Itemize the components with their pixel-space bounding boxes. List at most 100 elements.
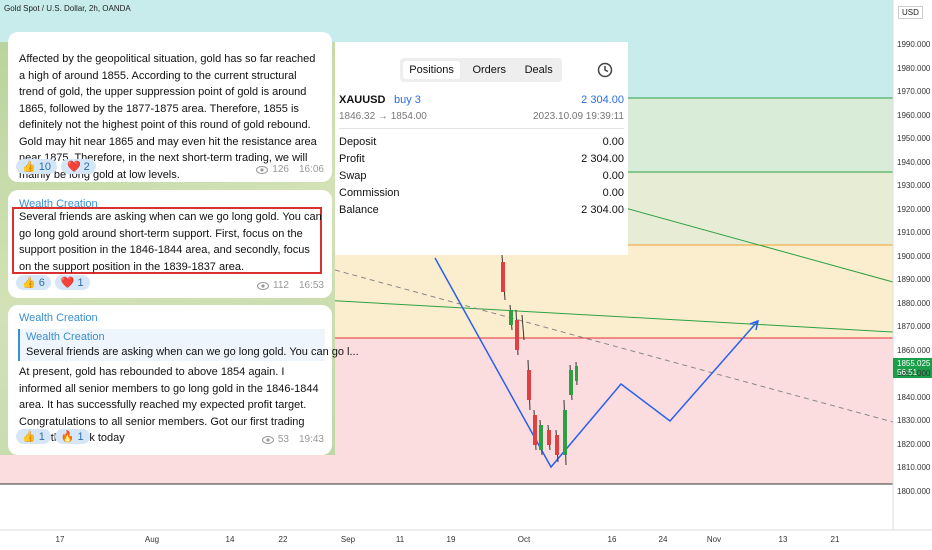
countdown: 56:51 <box>897 368 918 377</box>
row-label: Deposit <box>339 136 377 148</box>
trade-pnl: 2 304.00 <box>581 94 624 106</box>
reaction-emoji: ❤️ <box>66 161 81 173</box>
tab[interactable]: Positions <box>403 61 460 79</box>
trade-side: buy 3 <box>394 94 421 106</box>
reaction[interactable]: ❤️ 2 <box>60 159 96 174</box>
price-label: 1830.000 <box>897 416 931 425</box>
time: 16:53 <box>298 280 324 291</box>
reaction[interactable]: 🔥 1 <box>54 429 90 444</box>
account-row: Profit 2 304.00 <box>339 153 624 165</box>
row-label: Commission <box>339 187 400 199</box>
time-label: 16 <box>607 535 617 544</box>
reaction[interactable]: 👍 10 <box>16 159 57 174</box>
reaction-count: 10 <box>38 161 51 173</box>
views-icon <box>256 165 269 174</box>
reactions: 👍 10 ❤️ 2 <box>16 159 96 174</box>
time-label: 19 <box>446 535 456 544</box>
price-label: 1980.000 <box>897 63 931 73</box>
reaction-count: 1 <box>77 277 84 289</box>
price-label: 1810.000 <box>897 463 931 472</box>
trade-time: 2023.10.09 19:39:11 <box>532 111 624 122</box>
trade-panel: Positions Orders Deals <box>335 42 628 255</box>
symbol-title: Gold Spot / U.S. Dollar, 2h, OANDA <box>4 4 131 13</box>
price-label: 1920.000 <box>897 204 931 214</box>
message-meta: 126 16:06 <box>256 164 324 175</box>
chat-panel: Affected by the geopolitical situation, … <box>0 32 359 455</box>
time-label: 17 <box>55 535 65 544</box>
time-label: 11 <box>395 535 405 544</box>
price-label: 1990.000 <box>897 40 931 49</box>
price-label: 1950.000 <box>897 134 931 143</box>
separator <box>339 128 624 129</box>
time: 19:43 <box>298 434 324 445</box>
row-value: 0.00 <box>602 187 624 199</box>
account-row: Swap 0.00 <box>339 170 624 182</box>
views: 126 <box>272 164 289 175</box>
reaction[interactable]: ❤️ 1 <box>54 275 90 290</box>
price-label: 1940.000 <box>897 157 931 167</box>
time-label: Sep <box>340 535 356 544</box>
time-label: 14 <box>225 535 235 544</box>
price-label: 1820.000 <box>897 439 931 449</box>
row-label: Balance <box>339 204 379 216</box>
views: 53 <box>277 434 289 445</box>
account-row: Balance 2 304.00 <box>339 204 624 216</box>
time: 16:06 <box>298 164 324 175</box>
row-value: 0.00 <box>602 170 624 182</box>
current-price: 1855.025 <box>897 359 931 368</box>
message: Wealth Creation Wealth Creation Several … <box>8 305 359 455</box>
account-row: Deposit 0.00 <box>339 136 624 148</box>
time-label: 22 <box>278 535 288 544</box>
time-label: 24 <box>658 535 668 544</box>
time-label: 21 <box>830 535 840 544</box>
reaction[interactable]: 👍 1 <box>16 429 51 444</box>
reaction-emoji: 👍 <box>22 431 36 443</box>
price-label: 1970.000 <box>897 87 931 96</box>
trade-symbol: XAUUSD <box>339 94 386 106</box>
account-row: Commission 0.00 <box>339 187 624 199</box>
reaction-emoji: 👍 <box>22 161 36 173</box>
price-label: 1890.000 <box>897 275 931 284</box>
message-meta: 53 19:43 <box>261 434 324 445</box>
price-label: 1870.000 <box>897 322 931 331</box>
reaction-count: 6 <box>38 277 45 289</box>
reaction-count: 2 <box>83 161 90 173</box>
reactions: 👍 6 ❤️ 1 <box>16 275 90 290</box>
message: Affected by the geopolitical situation, … <box>8 32 332 182</box>
price-label: 1800.000 <box>897 486 931 496</box>
trade-prices: 1846.32 → 1854.00 <box>339 111 427 122</box>
row-value: 2 304.00 <box>581 204 624 216</box>
price-label: 1900.000 <box>897 251 931 261</box>
views-icon <box>257 281 270 290</box>
row-label: Swap <box>339 170 367 182</box>
price-label: 1910.000 <box>897 228 931 237</box>
reaction-count: 1 <box>38 431 45 443</box>
reply-quote[interactable]: Wealth Creation Several friends are aski… <box>18 329 359 361</box>
row-value: 2 304.00 <box>581 153 624 165</box>
tab[interactable]: Deals <box>524 64 553 76</box>
message: Wealth Creation Several friends are aski… <box>8 190 332 298</box>
price-label: 1850.000 <box>897 369 931 378</box>
price-label: 1880.000 <box>897 298 931 308</box>
reaction[interactable]: 👍 6 <box>16 275 51 290</box>
tab[interactable]: Orders <box>472 64 507 76</box>
reaction-emoji: 👍 <box>22 277 36 289</box>
reaction-count: 1 <box>77 431 84 443</box>
author[interactable]: Wealth Creation <box>19 312 98 324</box>
views-icon <box>261 435 274 444</box>
reactions: 👍 1 🔥 1 <box>16 429 90 444</box>
reaction-emoji: ❤️ <box>60 277 75 289</box>
views: 112 <box>273 280 289 291</box>
message-meta: 112 16:53 <box>257 280 324 291</box>
currency[interactable]: USD <box>898 6 923 19</box>
history-icon[interactable] <box>597 62 613 78</box>
time-label: Aug <box>144 535 160 544</box>
price-label: 1960.000 <box>897 110 931 120</box>
price-label: 1840.000 <box>897 392 931 402</box>
price-label: 1860.000 <box>897 345 931 355</box>
row-value: 0.00 <box>602 136 624 148</box>
reply-text: Several friends are asking when can we g… <box>26 346 359 358</box>
reaction-emoji: 🔥 <box>60 431 75 443</box>
tabs: Positions Orders Deals <box>400 58 562 82</box>
